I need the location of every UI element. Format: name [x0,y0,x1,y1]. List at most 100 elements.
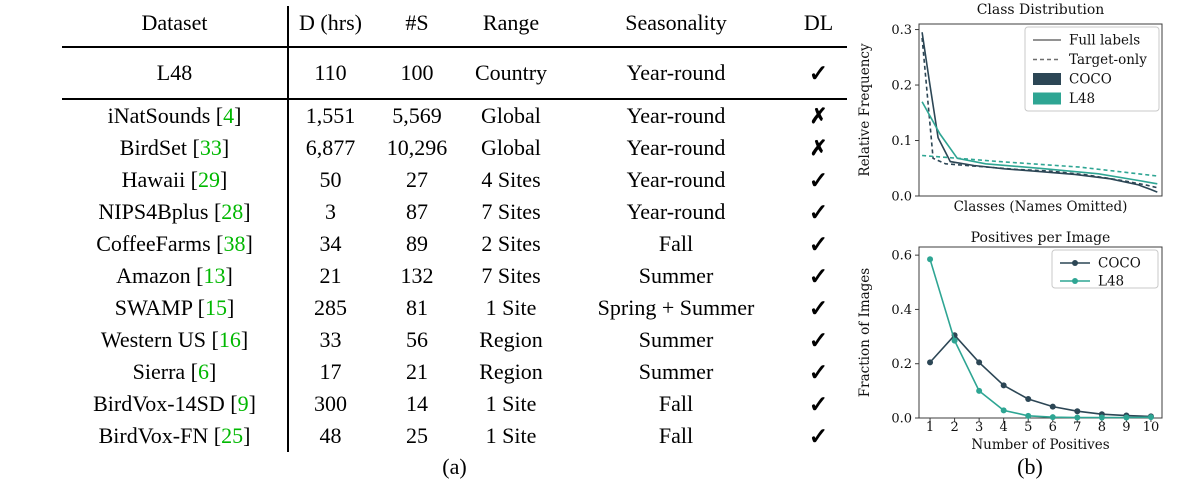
x-tick-label: 10 [1143,420,1160,435]
citation-number: 15 [204,295,227,320]
positives-per-image-chart: Positives per Image Fraction of Images Num… [857,230,1163,453]
table-row: SWAMP [15] 285 81 1 Site Spring + Summer ✓ [62,292,847,324]
check-icon: ✓ [808,60,829,86]
citation-number: 6 [198,359,210,384]
legend-label: COCO [1069,72,1112,88]
table-row: Western US [16] 33 56 Region Summer ✓ [62,324,847,356]
plot-area [918,23,1163,197]
cell-dataset: CoffeeFarms [38] [96,231,253,256]
cell-dataset: Western US [16] [100,327,249,352]
legend-label: L48 [1098,274,1124,290]
column-header-seasonality: Seasonality [562,0,790,48]
cell-range: Country [460,47,562,100]
cell-range: 4 Sites [481,167,541,192]
x-tick-label: 4 [1000,420,1008,435]
x-tick-label: 7 [1073,420,1081,435]
cell-seasonality: Fall [658,391,694,416]
plot-area [918,246,1163,419]
x-tick-label: 8 [1098,420,1106,435]
cell-num-species: 27 [406,167,428,192]
cell-num-species: 56 [406,327,428,352]
column-header-d-hrs-: D (hrs) [287,0,374,48]
data-point [1049,414,1056,421]
cell-dataset: Sierra [6] [132,359,217,384]
cross-icon: ✗ [809,104,828,128]
series-l48-target-only [922,154,1158,177]
y-axis-label: Fraction of Images [857,268,873,398]
cell-num-species: 87 [406,199,428,224]
chart-title: Positives per Image [971,230,1111,246]
cell-seasonality: Year-round [626,199,726,224]
legend-label: Full labels [1069,33,1140,49]
cell-download: ✓ [790,388,847,420]
table-row: BirdVox-FN [25] 48 25 1 Site Fall ✓ [62,420,847,452]
charts-panel: Class Distribution Relative Frequency Clas… [855,0,1185,488]
legend-swatch [1033,92,1061,105]
cell-num-species: 25 [406,423,428,448]
citation-number: 16 [218,327,241,352]
cell-num-species: 81 [406,295,428,320]
data-point [1025,396,1032,402]
cell-num-species: 21 [406,359,428,384]
cell-num-species: 14 [406,391,428,416]
cell-download: ✗ [790,99,847,132]
x-tick-label: 3 [975,420,983,435]
cell-duration-hrs: 21 [319,263,342,288]
citation-number: 4 [223,103,235,128]
legend-swatch [1033,73,1061,85]
table-row: CoffeeFarms [38] 34 89 2 Sites Fall ✓ [62,228,847,260]
cell-num-species: 89 [406,231,428,256]
cell-range: Global [481,135,541,160]
cell-dataset: L48 [62,47,287,100]
column-header--s: #S [374,0,460,48]
cell-range: 1 Site [485,295,537,320]
legend-box [1024,26,1160,112]
cell-seasonality: Spring + Summer [597,295,755,320]
check-icon: ✓ [808,295,829,321]
series-coco [929,334,1152,418]
cell-seasonality: Year-round [562,47,790,100]
check-icon: ✓ [808,359,829,385]
cell-num-species: 132 [400,263,434,288]
y-tick-label: 0.1 [891,134,912,149]
data-point [1074,414,1081,421]
cell-download: ✗ [790,132,847,164]
cell-duration-hrs: 110 [287,47,374,100]
cell-duration-hrs: 48 [319,423,342,448]
column-header-dl: DL [790,0,847,48]
x-tick-label: 6 [1049,420,1057,435]
table-row: Sierra [6] 17 21 Region Summer ✓ [62,356,847,388]
check-icon: ✓ [808,391,829,417]
cell-dataset: Hawaii [29] [121,167,228,192]
y-tick-label: 0.6 [891,249,912,264]
citation-number: 33 [199,135,222,160]
cell-range: 7 Sites [481,263,541,288]
y-tick-label: 0.0 [891,412,912,427]
citation-number: 29 [198,167,221,192]
table-row: BirdSet [33] 6,877 10,296 Global Year-round ✗ [62,132,847,164]
cell-download: ✓ [790,228,847,260]
x-axis-label: Classes (Names Omitted) [954,199,1128,215]
x-tick-label: 5 [1024,420,1032,435]
legend-label: COCO [1098,256,1141,272]
data-point [927,256,934,263]
cell-seasonality: Summer [638,359,714,384]
cell-download: ✓ [790,356,847,388]
charts-caption: (b) [1017,454,1043,479]
check-icon: ✓ [808,423,829,449]
column-divider-rule [287,6,289,452]
table-caption: (a) [442,454,467,479]
cell-seasonality: Fall [658,231,694,256]
citation-number: 38 [223,231,246,256]
cell-seasonality: Year-round [626,135,726,160]
legend-label: Target-only [1069,52,1147,68]
cell-duration-hrs: 300 [314,391,347,416]
data-point [976,387,983,394]
class-distribution-chart: Class Distribution Relative Frequency Clas… [857,2,1163,215]
data-point [1000,382,1007,389]
cell-range: 7 Sites [481,199,541,224]
cell-download: ✓ [790,47,847,100]
legend-marker [1072,260,1078,266]
legend-marker [1072,278,1078,284]
